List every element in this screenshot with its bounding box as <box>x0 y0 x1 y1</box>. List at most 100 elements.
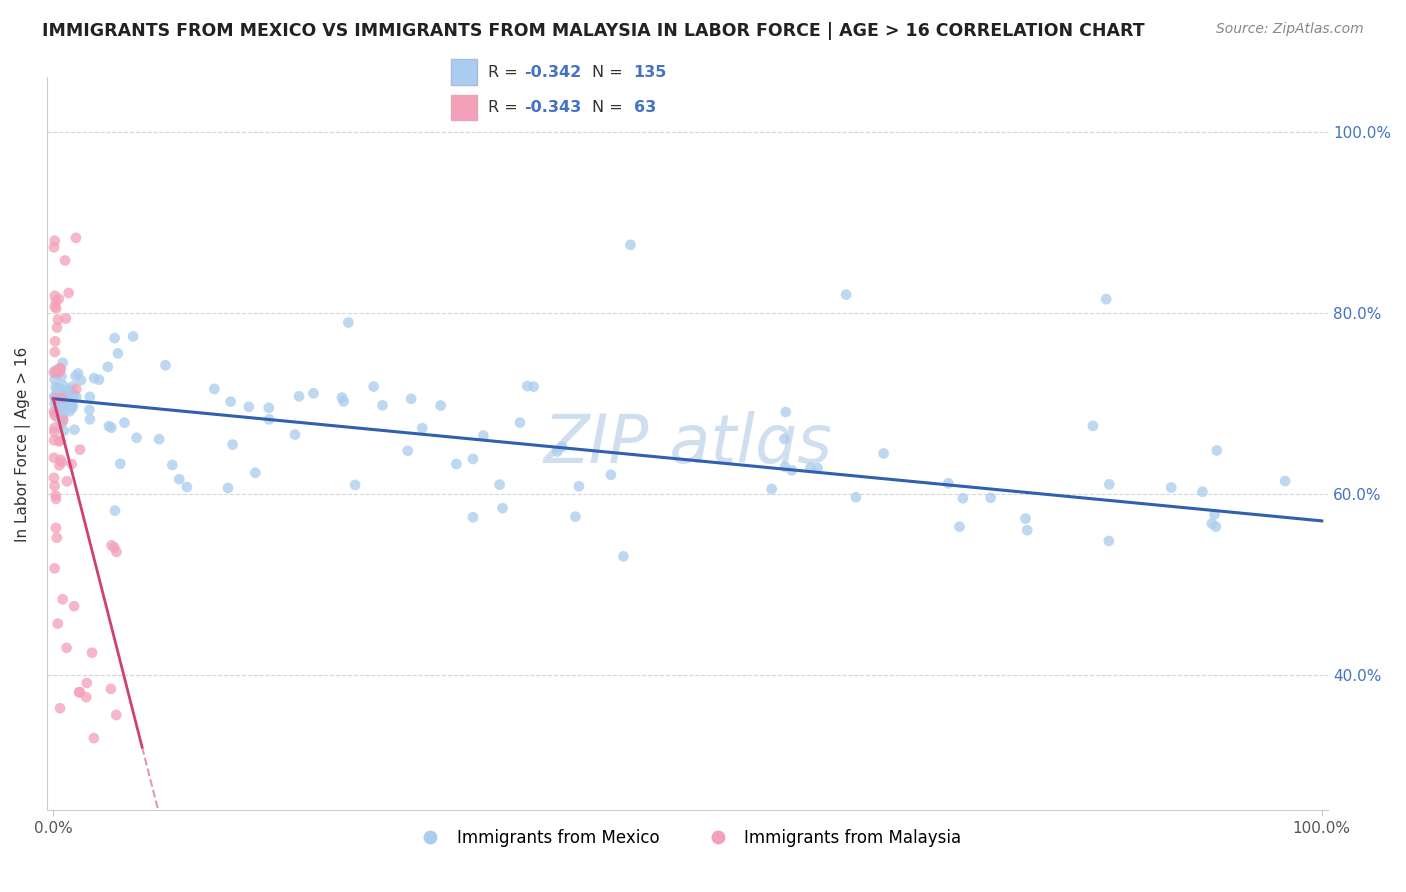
Point <box>51 412 73 426</box>
Point <box>56 392 79 406</box>
Point <box>107 346 129 360</box>
Point <box>44 390 66 404</box>
Point <box>245 466 267 480</box>
Point <box>70 373 93 387</box>
Point <box>104 503 127 517</box>
Point <box>1095 292 1118 306</box>
Point <box>97 419 120 434</box>
Point <box>63 599 86 614</box>
Point <box>52 424 75 438</box>
Point <box>53 396 76 410</box>
Point <box>49 399 72 413</box>
Point <box>332 394 354 409</box>
Point <box>83 731 105 745</box>
Text: IMMIGRANTS FROM MEXICO VS IMMIGRANTS FROM MALAYSIA IN LABOR FORCE | AGE > 16 COR: IMMIGRANTS FROM MEXICO VS IMMIGRANTS FRO… <box>42 22 1144 40</box>
Point <box>936 476 959 491</box>
Point <box>1201 516 1223 531</box>
Text: R =: R = <box>488 100 523 115</box>
Point <box>45 301 67 316</box>
Point <box>523 380 546 394</box>
Point <box>100 420 122 434</box>
Point <box>53 397 76 411</box>
Point <box>302 386 325 401</box>
Point <box>44 234 66 248</box>
Point <box>49 361 72 376</box>
Point <box>75 690 97 705</box>
Point <box>551 440 574 454</box>
Point <box>491 501 513 516</box>
Point <box>58 385 80 400</box>
Point <box>1205 519 1227 533</box>
Point <box>51 391 73 405</box>
Point <box>46 381 69 395</box>
Point <box>42 450 65 465</box>
Point <box>48 458 70 473</box>
Point <box>79 403 101 417</box>
Point <box>217 481 239 495</box>
FancyBboxPatch shape <box>451 60 478 85</box>
Point <box>53 402 76 417</box>
Point <box>1014 511 1036 525</box>
Point <box>49 361 72 376</box>
Point <box>76 676 98 690</box>
Point <box>51 369 73 384</box>
Point <box>1191 484 1213 499</box>
Point <box>49 452 72 467</box>
Legend: Immigrants from Mexico, Immigrants from Malaysia: Immigrants from Mexico, Immigrants from … <box>406 822 969 854</box>
Point <box>980 491 1002 505</box>
Point <box>100 681 122 696</box>
Point <box>155 358 177 372</box>
Point <box>952 491 974 506</box>
Point <box>219 394 242 409</box>
Point <box>399 392 422 406</box>
Point <box>363 379 385 393</box>
Point <box>446 457 468 471</box>
Point <box>44 289 66 303</box>
Point <box>1160 481 1182 495</box>
Point <box>238 400 260 414</box>
Point <box>63 423 86 437</box>
Point <box>44 425 66 439</box>
Point <box>79 390 101 404</box>
Point <box>472 428 495 442</box>
Point <box>55 396 77 410</box>
Point <box>49 397 72 411</box>
Point <box>45 392 67 406</box>
Point <box>221 437 243 451</box>
Point <box>546 444 568 458</box>
Text: -0.343: -0.343 <box>524 100 582 115</box>
Point <box>110 457 132 471</box>
Point <box>52 394 75 409</box>
Point <box>799 461 821 475</box>
Point <box>42 366 65 380</box>
Point <box>773 432 796 446</box>
Point <box>619 238 641 252</box>
Point <box>761 482 783 496</box>
Point <box>429 399 451 413</box>
Point <box>44 406 66 420</box>
Point <box>564 509 586 524</box>
Point <box>122 329 145 343</box>
Point <box>516 379 538 393</box>
Point <box>51 398 73 412</box>
Point <box>176 480 198 494</box>
Point <box>51 455 73 469</box>
Point <box>396 443 419 458</box>
Text: N =: N = <box>592 64 628 79</box>
Point <box>44 334 66 349</box>
Point <box>103 541 125 555</box>
Point <box>44 421 66 435</box>
Point <box>42 434 65 448</box>
Point <box>52 356 75 370</box>
Point <box>44 380 66 394</box>
Point <box>337 316 360 330</box>
Point <box>63 387 86 401</box>
Point <box>202 382 225 396</box>
Point <box>59 383 82 397</box>
Point <box>51 386 73 401</box>
Point <box>105 708 128 723</box>
Point <box>344 478 367 492</box>
Point <box>1205 443 1227 458</box>
Text: 63: 63 <box>634 100 655 115</box>
Point <box>55 384 77 398</box>
